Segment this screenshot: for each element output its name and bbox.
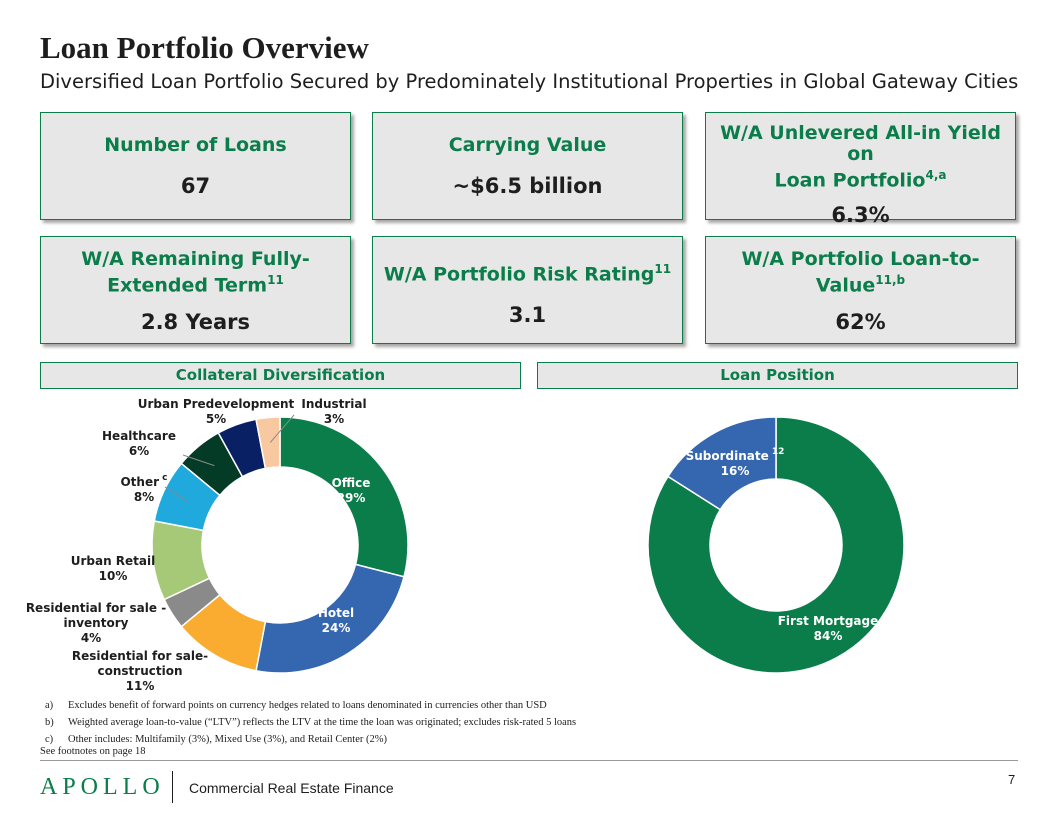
- donut-slice-other: [153, 462, 221, 532]
- section-header-loan-position: Loan Position: [537, 362, 1018, 389]
- leader-line: [182, 599, 194, 625]
- footnote-text: Weighted average loan-to-value (“LTV”) r…: [68, 717, 577, 728]
- card-value: 67: [180, 174, 211, 198]
- card-remaining-term: W/A Remaining Fully- Extended Term11 2.8…: [40, 236, 351, 344]
- donut-slice-subordinate: [666, 416, 777, 511]
- donut-slice-residential-for-sale-construction: [180, 593, 267, 672]
- footer-divider: [40, 760, 1018, 761]
- card-value: 62%: [835, 310, 886, 335]
- page-number: 7: [1008, 772, 1016, 787]
- card-value: 2.8 Years: [140, 310, 251, 335]
- card-label: W/A Portfolio Loan-to- Value11,b: [706, 249, 1015, 296]
- footnote-ref: c: [159, 473, 167, 483]
- slice-name-label: Office: [332, 476, 371, 490]
- donut-slice-residential-for-sale-inventory: [163, 577, 221, 628]
- card-value: 3.1: [508, 303, 547, 328]
- slice-value-label: 10%: [99, 569, 128, 583]
- card-label-line2: Extended Term: [107, 274, 268, 297]
- card-label: W/A Unlevered All-in Yield on Loan Portf…: [706, 123, 1015, 191]
- footer-tagline: Commercial Real Estate Finance: [189, 780, 394, 796]
- footnote-ref: 11: [267, 273, 284, 287]
- slice-name-label: Other c: [120, 473, 167, 489]
- slice-value-label: 16%: [721, 464, 750, 478]
- card-label-line2: Value: [815, 274, 876, 297]
- leader-line: [164, 486, 188, 502]
- slice-name-label: construction: [98, 664, 183, 678]
- slice-value-label: 5%: [206, 412, 226, 426]
- donut-slice-office: [279, 416, 409, 578]
- footnote-ref: 4,a: [925, 168, 947, 182]
- card-label-line2: Loan Portfolio: [774, 169, 926, 192]
- slice-value-label: 6%: [129, 444, 149, 458]
- card-label: W/A Remaining Fully- Extended Term11: [41, 249, 350, 296]
- slice-value-label: 29%: [337, 491, 366, 505]
- logo-divider: [172, 771, 173, 803]
- card-loan-to-value: W/A Portfolio Loan-to- Value11,b 62%: [705, 236, 1016, 344]
- footnote-ref: 12: [769, 447, 785, 457]
- page-subtitle: Diversified Loan Portfolio Secured by Pr…: [40, 70, 1019, 93]
- slice-value-label: 11%: [126, 679, 155, 693]
- slice-name-label: Healthcare: [102, 429, 176, 443]
- card-value: ~$6.5 billion: [452, 174, 603, 198]
- donut-slice-urban-retail: [151, 520, 211, 601]
- card-label: Number of Loans: [104, 134, 287, 156]
- card-label: Carrying Value: [448, 134, 607, 156]
- footnote-text: Excludes benefit of forward points on cu…: [68, 700, 547, 711]
- slice-value-label: 8%: [134, 490, 154, 504]
- slice-name-label: Residential for sale-: [72, 649, 208, 663]
- slice-name-label: Residential for sale -: [26, 601, 166, 615]
- slice-value-label: 84%: [814, 629, 843, 643]
- leader-line: [182, 454, 215, 467]
- slice-name-label: Urban Retail: [71, 554, 156, 568]
- page-title: Loan Portfolio Overview: [40, 30, 369, 65]
- donut-slice-urban-predevelopment: [217, 418, 267, 478]
- card-label: W/A Portfolio Risk Rating11: [373, 259, 682, 285]
- card-value: 6.3%: [831, 203, 890, 228]
- slice-value-label: 3%: [324, 412, 344, 426]
- slice-name-label: inventory: [64, 616, 129, 630]
- footnote-ref: 11: [654, 262, 672, 276]
- donut-slice-first-mortgage: [647, 416, 905, 674]
- see-footnotes: See footnotes on page 18: [40, 746, 146, 757]
- footnote-label: c): [45, 734, 54, 745]
- card-risk-rating: W/A Portfolio Risk Rating11 3.1: [372, 236, 683, 344]
- footnote-label: a): [45, 700, 54, 711]
- slice-name-label: Hotel: [318, 606, 354, 620]
- donut-slice-hotel: [255, 563, 405, 674]
- donut-slice-industrial: [255, 416, 281, 470]
- footnote-text: Other includes: Multifamily (3%), Mixed …: [68, 734, 387, 745]
- section-header-collateral: Collateral Diversification: [40, 362, 521, 389]
- slice-value-label: 24%: [322, 621, 351, 635]
- card-label-line1: W/A Portfolio Loan-to-: [741, 248, 980, 270]
- slice-name-label: First Mortgage: [778, 614, 879, 628]
- apollo-logo: APOLLO: [40, 774, 165, 800]
- slice-name-label: Industrial: [301, 397, 366, 411]
- slice-value-label: 4%: [81, 631, 101, 645]
- donut-slice-healthcare: [180, 431, 244, 497]
- card-label-line1: W/A Unlevered All-in Yield on: [720, 122, 1001, 165]
- footnote-label: b): [45, 717, 54, 728]
- card-carrying-value: Carrying Value ~$6.5 billion: [372, 112, 683, 220]
- leader-line: [269, 414, 295, 443]
- card-label-line1: W/A Remaining Fully-: [81, 248, 310, 270]
- card-all-in-yield: W/A Unlevered All-in Yield on Loan Portf…: [705, 112, 1016, 227]
- card-label-text: W/A Portfolio Risk Rating: [383, 263, 655, 286]
- slice-name-label: Subordinate 12: [686, 447, 785, 463]
- slice-name-label: Urban Predevelopment: [138, 397, 295, 411]
- card-number-of-loans: Number of Loans 67: [40, 112, 351, 220]
- footnote-ref: 11,b: [875, 273, 906, 287]
